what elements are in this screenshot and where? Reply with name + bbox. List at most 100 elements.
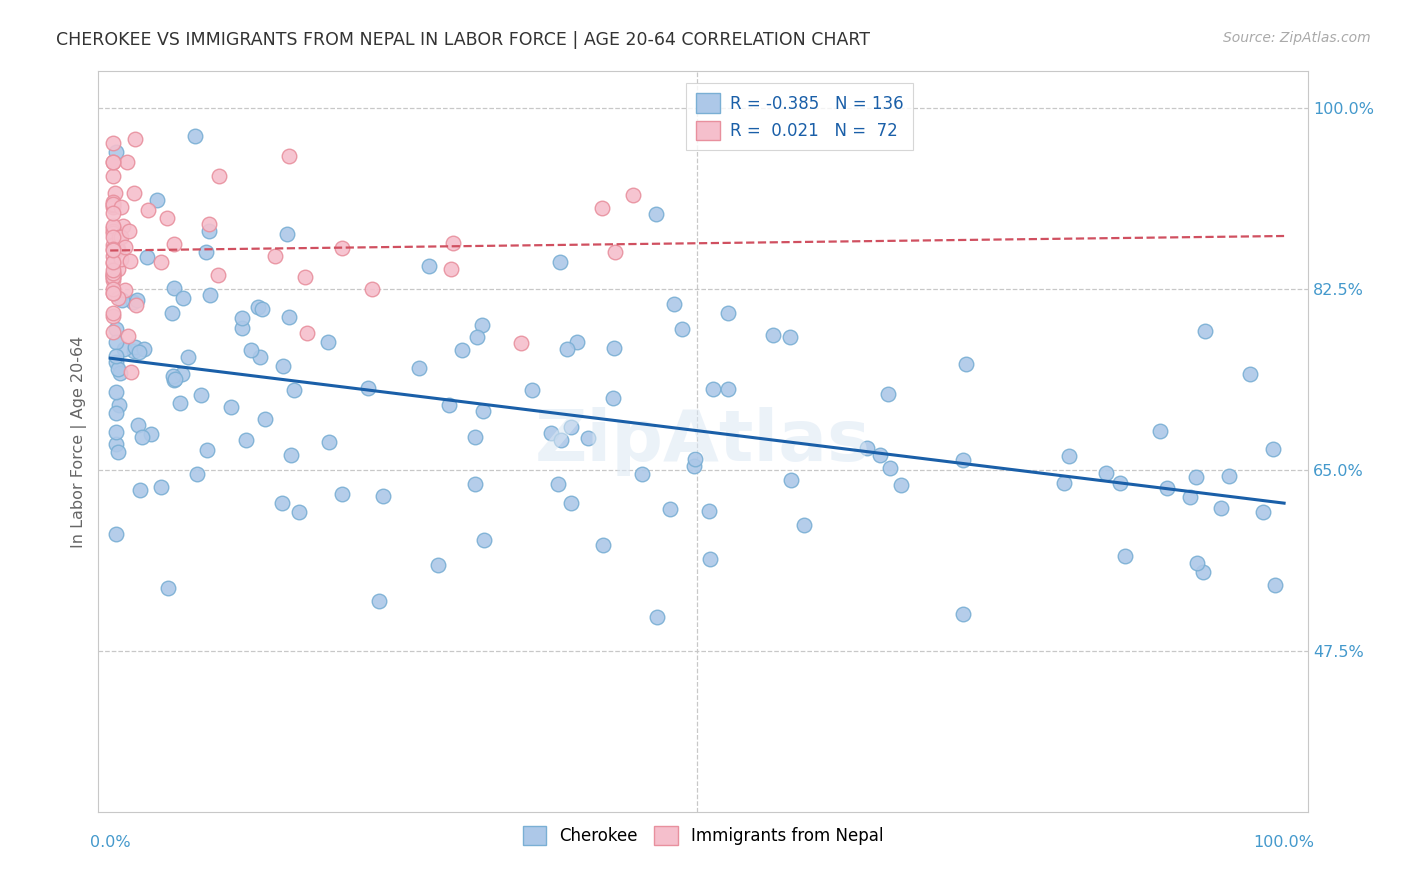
Point: [450, 343, 472, 358]
Point: [105, 242, 128, 256]
Point: [111, 219, 134, 234]
Point: [603, 341, 626, 355]
Point: [198, 217, 221, 231]
Point: [105, 349, 128, 363]
Point: [105, 385, 128, 400]
Point: [101, 249, 124, 263]
Point: [952, 453, 974, 467]
Point: [418, 259, 440, 273]
Point: [283, 383, 305, 397]
Point: [195, 442, 218, 457]
Point: [101, 286, 124, 301]
Point: [146, 193, 169, 207]
Point: [246, 300, 269, 314]
Point: [105, 437, 128, 451]
Point: [671, 322, 693, 336]
Point: [101, 226, 124, 240]
Point: [105, 322, 128, 336]
Point: [560, 420, 582, 434]
Point: [101, 254, 124, 268]
Point: [1109, 476, 1132, 491]
Point: [105, 145, 128, 159]
Point: [124, 298, 146, 312]
Point: [128, 344, 150, 359]
Point: [231, 311, 253, 326]
Point: [101, 221, 124, 235]
Point: [101, 310, 124, 324]
Point: [107, 242, 129, 256]
Point: [277, 310, 299, 324]
Point: [560, 495, 582, 509]
Point: [101, 286, 124, 301]
Point: [136, 203, 159, 218]
Point: [361, 282, 384, 296]
Point: [101, 219, 124, 233]
Point: [288, 505, 311, 519]
Point: [592, 538, 614, 552]
Point: [294, 270, 316, 285]
Point: [170, 367, 193, 381]
Point: [101, 262, 124, 277]
Point: [208, 169, 231, 184]
Point: [555, 342, 578, 356]
Point: [101, 155, 124, 169]
Point: [207, 268, 229, 282]
Point: [464, 476, 486, 491]
Text: Source: ZipAtlas.com: Source: ZipAtlas.com: [1223, 31, 1371, 45]
Point: [101, 242, 124, 256]
Point: [702, 382, 724, 396]
Point: [630, 467, 652, 482]
Point: [1239, 368, 1261, 382]
Point: [101, 273, 124, 287]
Text: 100.0%: 100.0%: [1254, 835, 1315, 849]
Point: [101, 195, 124, 210]
Point: [103, 136, 125, 150]
Point: [107, 361, 129, 376]
Point: [105, 334, 128, 349]
Point: [195, 244, 218, 259]
Point: [139, 426, 162, 441]
Point: [297, 326, 319, 341]
Point: [647, 609, 669, 624]
Point: [198, 224, 221, 238]
Point: [716, 306, 738, 320]
Point: [101, 306, 124, 320]
Point: [101, 267, 124, 281]
Point: [1053, 475, 1076, 490]
Point: [235, 433, 257, 447]
Text: CHEROKEE VS IMMIGRANTS FROM NEPAL IN LABOR FORCE | AGE 20-64 CORRELATION CHART: CHEROKEE VS IMMIGRANTS FROM NEPAL IN LAB…: [56, 31, 870, 49]
Point: [105, 242, 128, 256]
Point: [122, 186, 145, 201]
Point: [1194, 324, 1216, 338]
Point: [890, 477, 912, 491]
Point: [697, 504, 720, 518]
Point: [270, 496, 292, 510]
Point: [101, 224, 124, 238]
Point: [869, 448, 891, 462]
Point: [280, 448, 302, 462]
Point: [779, 473, 801, 487]
Legend: Cherokee, Immigrants from Nepal: Cherokee, Immigrants from Nepal: [516, 819, 890, 852]
Point: [184, 129, 207, 144]
Point: [163, 281, 186, 295]
Point: [520, 384, 543, 398]
Point: [104, 186, 127, 200]
Point: [101, 256, 124, 270]
Point: [952, 607, 974, 622]
Point: [101, 270, 124, 285]
Point: [550, 433, 572, 447]
Point: [118, 224, 141, 238]
Point: [699, 551, 721, 566]
Point: [879, 461, 901, 475]
Point: [101, 169, 124, 183]
Point: [219, 400, 242, 414]
Point: [172, 291, 194, 305]
Point: [107, 262, 129, 277]
Point: [716, 383, 738, 397]
Point: [263, 249, 285, 263]
Point: [128, 483, 150, 498]
Point: [132, 342, 155, 356]
Point: [439, 398, 461, 412]
Point: [149, 255, 172, 269]
Point: [254, 412, 277, 426]
